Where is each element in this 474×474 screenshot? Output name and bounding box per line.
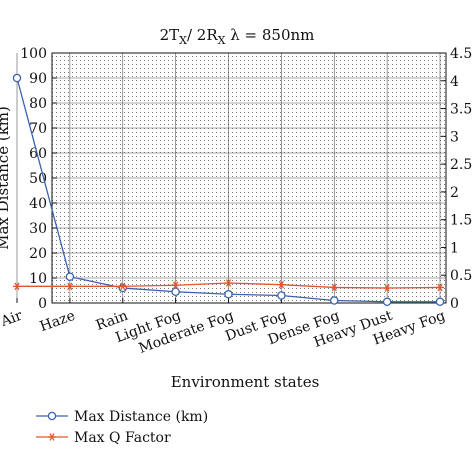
data-point-0-1 [65, 272, 75, 281]
right-tick-label: 4 [450, 74, 459, 90]
title-part: λ = 850nm [226, 26, 315, 44]
left-tick-label: 30 [29, 221, 47, 237]
x-tick-label: Clear Air [0, 308, 25, 345]
data-point-1-2 [118, 282, 127, 291]
left-tick-label: 90 [29, 71, 47, 87]
title-sub: X [218, 34, 226, 47]
right-tick-label: 1.5 [450, 213, 472, 229]
legend-marker-1 [48, 433, 56, 441]
data-point-0-8 [435, 297, 445, 306]
data-point-1-7 [383, 284, 392, 292]
right-tick-label: 1 [450, 240, 459, 256]
data-point-0-5 [277, 291, 286, 300]
title-part: / 2R [187, 26, 218, 44]
data-point-1-3 [171, 281, 180, 290]
legend: Max Distance (km) Max Q Factor [36, 409, 208, 446]
right-tick-label: 3 [450, 129, 459, 145]
right-tick-label: 4.5 [450, 46, 472, 62]
title-part: 2T [160, 26, 180, 44]
y-axis-label-left: Max Distance (km) [0, 106, 12, 250]
x-axis-label: Environment states [171, 373, 320, 391]
data-point-1-4 [224, 279, 233, 287]
title-sub: X [179, 34, 187, 47]
legend-label-0: Max Distance (km) [74, 409, 208, 425]
right-tick-label: 2.5 [450, 157, 472, 173]
data-point-1-8 [436, 283, 444, 292]
left-tick-label: 70 [29, 121, 47, 137]
right-tick-label: 3.5 [450, 102, 472, 118]
data-point-0-6 [329, 296, 339, 305]
data-point-1-5 [277, 280, 286, 289]
data-point-0-7 [382, 297, 392, 306]
data-point-0-0 [12, 73, 22, 83]
right-tick-label: 0 [450, 296, 459, 312]
left-tick-label: 20 [29, 246, 47, 262]
data-point-0-3 [171, 287, 180, 296]
chart-title: 2TX/ 2RX λ = 850nm [160, 26, 315, 47]
left-tick-label: 100 [20, 46, 47, 62]
data-point-1-0 [13, 282, 21, 291]
data-point-1-1 [65, 282, 74, 291]
legend-marker-0 [47, 411, 57, 421]
legend-label-1: Max Q Factor [74, 430, 171, 446]
left-tick-label: 10 [29, 271, 47, 287]
left-tick-label: 60 [29, 146, 47, 162]
left-tick-label: 0 [38, 296, 47, 312]
data-point-0-4 [224, 289, 233, 299]
right-axis: 0 0.5 1 1.5 2 2.5 3 3.5 4 4.5 [441, 46, 472, 312]
data-point-1-6 [330, 283, 339, 292]
series-layer [12, 73, 445, 306]
right-tick-label: 0.5 [450, 268, 472, 284]
left-tick-label: 40 [29, 196, 47, 212]
left-tick-label: 80 [29, 96, 47, 112]
right-tick-label: 2 [450, 185, 459, 201]
